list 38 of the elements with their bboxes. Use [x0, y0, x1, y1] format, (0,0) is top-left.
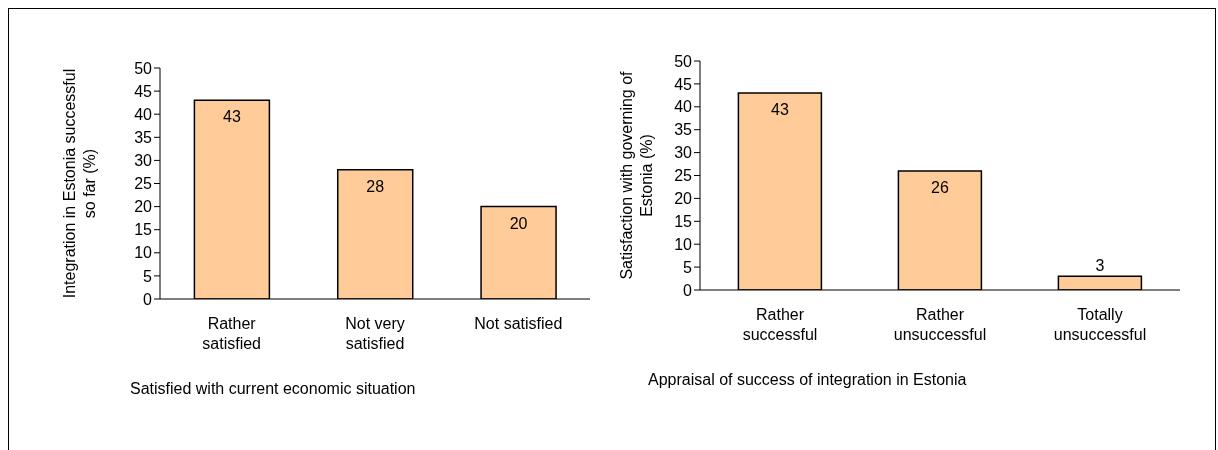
x-tick-label: Rather satisfied [202, 315, 262, 352]
data-label: 26 [931, 178, 949, 196]
y-tick-label: 30 [134, 152, 153, 170]
y-tick-label: 10 [674, 235, 693, 253]
y-axis-title: Integration in Estonia successful so far (%) [61, 68, 98, 299]
x-tick-label: Rather successful [742, 306, 818, 343]
data-label: 43 [771, 101, 789, 119]
y-tick-label: 50 [674, 52, 693, 70]
y-tick-label: 25 [674, 167, 693, 185]
y-tick-label: 45 [134, 82, 153, 100]
y-tick-label: 35 [674, 121, 693, 139]
y-tick-label: 50 [134, 59, 153, 77]
y-tick-label: 30 [674, 144, 693, 162]
y-tick-label: 45 [674, 75, 693, 93]
y-tick-label: 15 [134, 221, 153, 239]
data-label: 28 [366, 177, 385, 195]
y-tick-label: 0 [683, 281, 693, 299]
y-tick-label: 35 [134, 128, 153, 146]
y-axis-title: Satisfaction with governing of Estonia (%) [618, 70, 655, 280]
y-tick-label: 10 [134, 244, 153, 262]
x-tick-label: Totally unsuccessful [1053, 306, 1147, 343]
x-tick-label: Rather unsuccessful [893, 306, 987, 343]
y-tick-label: 15 [674, 212, 693, 230]
x-tick-label: Not very satisfied [345, 315, 405, 352]
y-tick-label: 0 [143, 290, 153, 308]
data-label: 43 [223, 108, 241, 126]
y-tick-label: 20 [674, 190, 693, 208]
y-tick-label: 20 [134, 198, 153, 216]
x-axis-title: Satisfied with current economic situation [130, 380, 416, 398]
y-tick-label: 5 [143, 267, 153, 285]
x-tick-label: Not satisfied [474, 315, 563, 332]
y-tick-label: 5 [683, 258, 693, 276]
data-label: 20 [509, 214, 528, 232]
y-tick-label: 40 [134, 105, 153, 123]
y-tick-label: 25 [134, 175, 153, 193]
x-axis-title: Appraisal of success of integration in Estonia [648, 371, 967, 389]
y-tick-label: 40 [674, 98, 693, 116]
data-label: 3 [1095, 257, 1105, 275]
